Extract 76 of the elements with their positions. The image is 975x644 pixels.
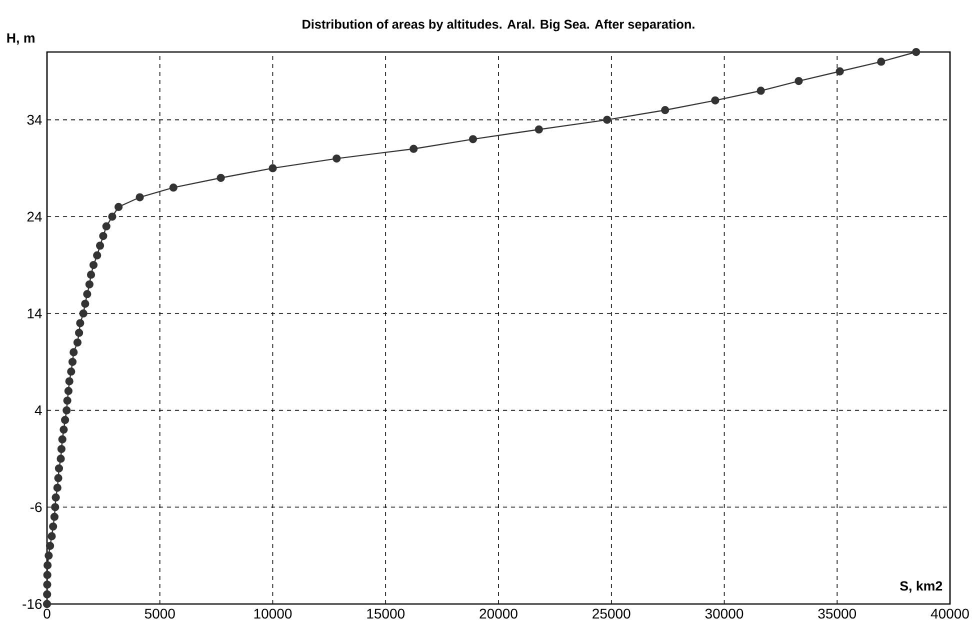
- point: [410, 144, 418, 153]
- point: [534, 125, 543, 134]
- point: [468, 135, 478, 144]
- point: [74, 328, 84, 337]
- x-tick-label: 25000: [592, 608, 630, 619]
- x-tick-label: 35000: [818, 608, 856, 619]
- point: [54, 474, 62, 482]
- point: [83, 290, 92, 298]
- x-tick-label: 30000: [705, 608, 744, 619]
- point: [877, 58, 886, 66]
- point: [114, 202, 123, 212]
- point: [912, 48, 920, 56]
- x-tick-label: 10000: [254, 608, 292, 619]
- point: [60, 416, 70, 424]
- point: [93, 251, 102, 260]
- y-tick-label: 4: [34, 406, 42, 416]
- point: [46, 542, 54, 550]
- point: [54, 464, 64, 472]
- point: [661, 106, 670, 114]
- point: [56, 454, 65, 463]
- point: [108, 212, 116, 221]
- point: [79, 309, 88, 318]
- point: [43, 590, 52, 598]
- point: [136, 193, 144, 202]
- point: [42, 600, 52, 608]
- point: [52, 493, 60, 502]
- point: [43, 570, 52, 580]
- point: [268, 164, 277, 172]
- point: [89, 260, 98, 270]
- point: [57, 444, 66, 454]
- point: [102, 222, 110, 230]
- y-tick-label: 24: [27, 212, 42, 222]
- point: [73, 338, 82, 347]
- x-tick-label: 20000: [480, 608, 518, 619]
- y-tick-label: 14: [28, 308, 42, 318]
- point: [96, 242, 104, 250]
- point: [58, 435, 66, 444]
- point: [836, 67, 844, 76]
- x-tick-label: 0: [44, 608, 50, 619]
- point: [48, 532, 56, 540]
- y-axis-title: H, m: [7, 33, 34, 45]
- point: [44, 552, 53, 560]
- point: [44, 561, 52, 570]
- point: [99, 232, 108, 240]
- point: [85, 280, 94, 288]
- point: [86, 270, 96, 279]
- point: [50, 512, 59, 521]
- point: [62, 406, 71, 414]
- y-tick-label: 34: [27, 114, 42, 125]
- y-tick-label: -6: [30, 502, 42, 512]
- point: [43, 580, 52, 589]
- point: [81, 300, 90, 308]
- point: [332, 154, 341, 163]
- point: [794, 76, 803, 86]
- point: [60, 426, 68, 434]
- point: [603, 116, 612, 124]
- point: [67, 368, 76, 376]
- point: [756, 86, 765, 95]
- point: [70, 348, 78, 356]
- point: [53, 484, 62, 492]
- y-tick-label: -16: [22, 599, 42, 609]
- point: [216, 174, 225, 182]
- point: [49, 522, 58, 531]
- point: [68, 358, 77, 366]
- point: [65, 377, 74, 386]
- point: [76, 319, 84, 328]
- point: [64, 386, 73, 396]
- point: [711, 96, 720, 104]
- point: [51, 503, 60, 512]
- point: [63, 396, 72, 405]
- x-tick-label: 5000: [144, 608, 175, 619]
- x-axis-title: S, km2: [900, 580, 942, 593]
- point: [169, 184, 178, 192]
- x-tick-label: 15000: [367, 608, 405, 619]
- chart-title: Distribution of areas by altitudes. Aral. Big Sea. After separation.: [302, 19, 694, 32]
- x-tick-label: 40000: [930, 608, 969, 619]
